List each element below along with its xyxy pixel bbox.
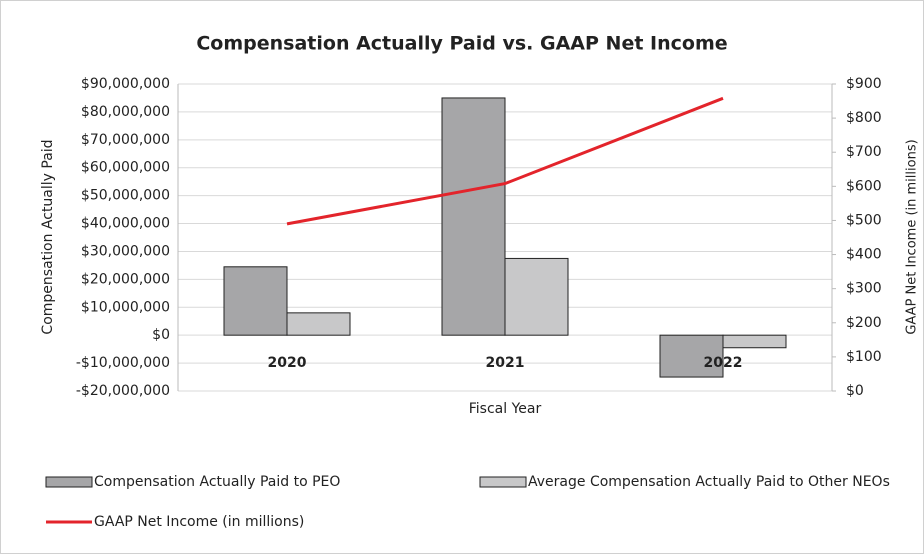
legend-swatch [479, 476, 527, 488]
line [286, 96, 724, 226]
y-tick-label: $60,000,000 [81, 160, 170, 176]
y-tick-label: $90,000,000 [81, 76, 170, 92]
y-tick-label: $30,000,000 [81, 243, 170, 259]
y2-tick-label: $300 [846, 281, 882, 297]
legend-label: Average Compensation Actually Paid to Ot… [528, 474, 890, 490]
legend-swatch [45, 476, 93, 488]
y2-tick-label: $800 [846, 110, 882, 126]
y2-tick-label: $0 [846, 383, 864, 399]
y2-axis-title: GAAP Net Income (in millions) [905, 139, 920, 334]
y2-tick-label: $600 [846, 178, 882, 194]
y-tick-label: $50,000,000 [81, 188, 170, 204]
y-tick-label: -$20,000,000 [76, 383, 170, 399]
y-tick-label: $0 [152, 327, 170, 343]
y-tick-label: $10,000,000 [81, 299, 170, 315]
bar [286, 312, 351, 336]
x-axis-title: Fiscal Year [469, 401, 542, 417]
y2-tick-label: $200 [846, 315, 882, 331]
y2-tick-label: $500 [846, 212, 882, 228]
y-tick-label: $70,000,000 [81, 132, 170, 148]
chart-title: Compensation Actually Paid vs. GAAP Net … [196, 33, 727, 55]
bar [722, 334, 787, 349]
y2-tick-label: $100 [846, 349, 882, 365]
legend-label: GAAP Net Income (in millions) [94, 514, 304, 530]
y2-tick-label: $700 [846, 144, 882, 160]
y-tick-label: $20,000,000 [81, 271, 170, 287]
y-tick-label: $80,000,000 [81, 104, 170, 120]
bar [504, 257, 569, 336]
legend-label: Compensation Actually Paid to PEO [94, 474, 340, 490]
bar [441, 97, 506, 336]
x-tick-label: 2020 [268, 355, 307, 371]
y2-tick-label: $900 [846, 76, 882, 92]
y-tick-label: -$10,000,000 [76, 355, 170, 371]
y-tick-label: $40,000,000 [81, 216, 170, 232]
x-tick-label: 2021 [486, 355, 525, 371]
y2-tick-label: $400 [846, 247, 882, 263]
x-tick-label: 2022 [704, 355, 743, 371]
y-axis-title: Compensation Actually Paid [40, 139, 56, 334]
bar [659, 334, 724, 378]
bar [223, 266, 288, 336]
